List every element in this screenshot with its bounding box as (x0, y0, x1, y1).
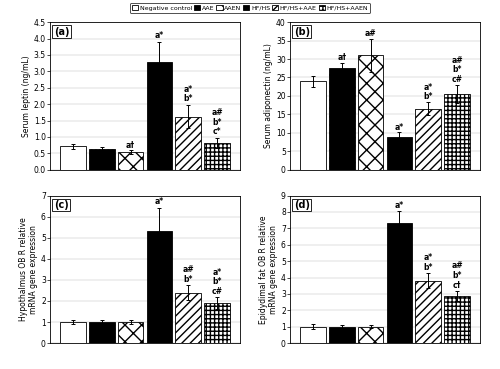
Bar (118, 152, 144, 170)
Text: (b): (b) (294, 27, 310, 37)
Text: a#
b*
c*: a# b* c* (211, 108, 223, 136)
Bar (386, 137, 412, 170)
Text: a*
b*: a* b* (424, 83, 433, 101)
Text: a#
b*
c#: a# b* c# (451, 56, 463, 84)
Y-axis label: Epidydimal fat OB R relative
mRNA gene expression: Epidydimal fat OB R relative mRNA gene e… (259, 215, 278, 324)
Bar (204, 143, 230, 170)
Bar (300, 327, 326, 343)
Text: a*
b*: a* b* (184, 85, 193, 103)
Text: a*: a* (155, 197, 164, 206)
Bar (329, 68, 354, 170)
Bar (329, 327, 354, 343)
Y-axis label: Hypothalmus OB R relative
mRNA gene expression: Hypothalmus OB R relative mRNA gene expr… (19, 217, 38, 321)
Bar (146, 231, 172, 343)
Bar (60, 146, 86, 170)
Bar (89, 322, 114, 343)
Y-axis label: Serum adiponectin (ng/mL): Serum adiponectin (ng/mL) (264, 44, 274, 148)
Text: (a): (a) (54, 27, 70, 37)
Text: a*
b*
c#: a* b* c# (212, 268, 222, 296)
Bar (416, 109, 441, 170)
Bar (89, 149, 114, 170)
Text: a*: a* (155, 31, 164, 40)
Bar (358, 55, 384, 170)
Y-axis label: Serum leptin (ng/mL): Serum leptin (ng/mL) (22, 55, 31, 137)
Text: (d): (d) (294, 200, 310, 210)
Bar (204, 303, 230, 343)
Text: a†: a† (338, 53, 346, 62)
Bar (444, 296, 470, 343)
Text: (c): (c) (54, 200, 68, 210)
Bar (60, 322, 86, 343)
Bar (386, 224, 412, 343)
Text: a#
b*
c†: a# b* c† (451, 261, 463, 290)
Text: a#: a# (365, 29, 376, 38)
Text: a*: a* (395, 201, 404, 210)
Bar (358, 327, 384, 343)
Bar (146, 62, 172, 170)
Text: a†: a† (126, 141, 135, 150)
Text: a*
b*: a* b* (424, 253, 433, 272)
Bar (416, 281, 441, 343)
Bar (118, 322, 144, 343)
Legend: Negative control, AAE, AAEN, HF/HS, HF/HS+AAE, HF/HS+AAEN: Negative control, AAE, AAEN, HF/HS, HF/H… (130, 3, 370, 13)
Text: a*: a* (395, 123, 404, 132)
Bar (444, 94, 470, 170)
Text: a#
b*: a# b* (182, 265, 194, 284)
Bar (300, 81, 326, 170)
Bar (176, 293, 201, 343)
Bar (176, 117, 201, 170)
